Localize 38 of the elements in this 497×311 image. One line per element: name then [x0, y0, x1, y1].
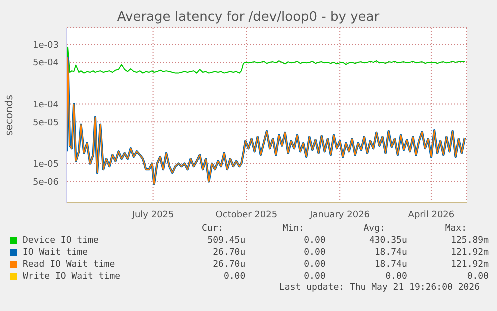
text: 509.45u [206, 235, 247, 247]
y-tick-label: 1e-05 [33, 160, 59, 170]
x-tick-label: January 2026 [309, 210, 370, 220]
y-tick-label: 5e-06 [33, 178, 60, 188]
text: Last update: Thu May 21 19:26:00 2026 [278, 283, 481, 293]
legend-label: Device IO time [22, 235, 100, 247]
text: 0.00 [303, 259, 327, 271]
line-series [67, 46, 466, 74]
y-axis-title: seconds [4, 95, 16, 136]
text: 0.00 [303, 247, 327, 259]
text: 18.74u [374, 259, 408, 271]
text: 0.00 [384, 271, 408, 283]
text: 430.35u [368, 235, 408, 247]
text: 18.74u [374, 247, 408, 259]
chart-title: Average latency for /dev/loop0 - by year [116, 10, 381, 25]
y-tick-label: 5e-04 [33, 58, 60, 69]
text: Max: [444, 223, 468, 235]
text: 26.70u [212, 247, 247, 259]
x-tick-label: April 2026 [408, 210, 455, 220]
text: Avg: [362, 223, 386, 235]
x-tick-label: October 2025 [216, 210, 278, 220]
text: 0.00 [222, 271, 247, 283]
text: 121.92m [450, 247, 490, 259]
legend-label: Write IO Wait time [22, 271, 122, 283]
text: Min: [282, 223, 306, 235]
text: 26.70u [212, 259, 247, 271]
text: 0.00 [303, 235, 327, 247]
text: 125.89m [450, 235, 490, 247]
y-tick-label: 1e-04 [33, 100, 60, 110]
text: 0.00 [303, 271, 327, 283]
legend-label: IO Wait time [22, 247, 90, 259]
text: 0.00 [466, 271, 490, 283]
legend-label: Read IO Wait time [22, 259, 116, 271]
x-tick-label: July 2025 [131, 210, 174, 220]
text: 121.92m [450, 259, 490, 271]
y-tick-label: 5e-05 [33, 118, 59, 128]
text: Cur: [201, 223, 225, 235]
y-tick-label: 1e-03 [33, 40, 59, 51]
